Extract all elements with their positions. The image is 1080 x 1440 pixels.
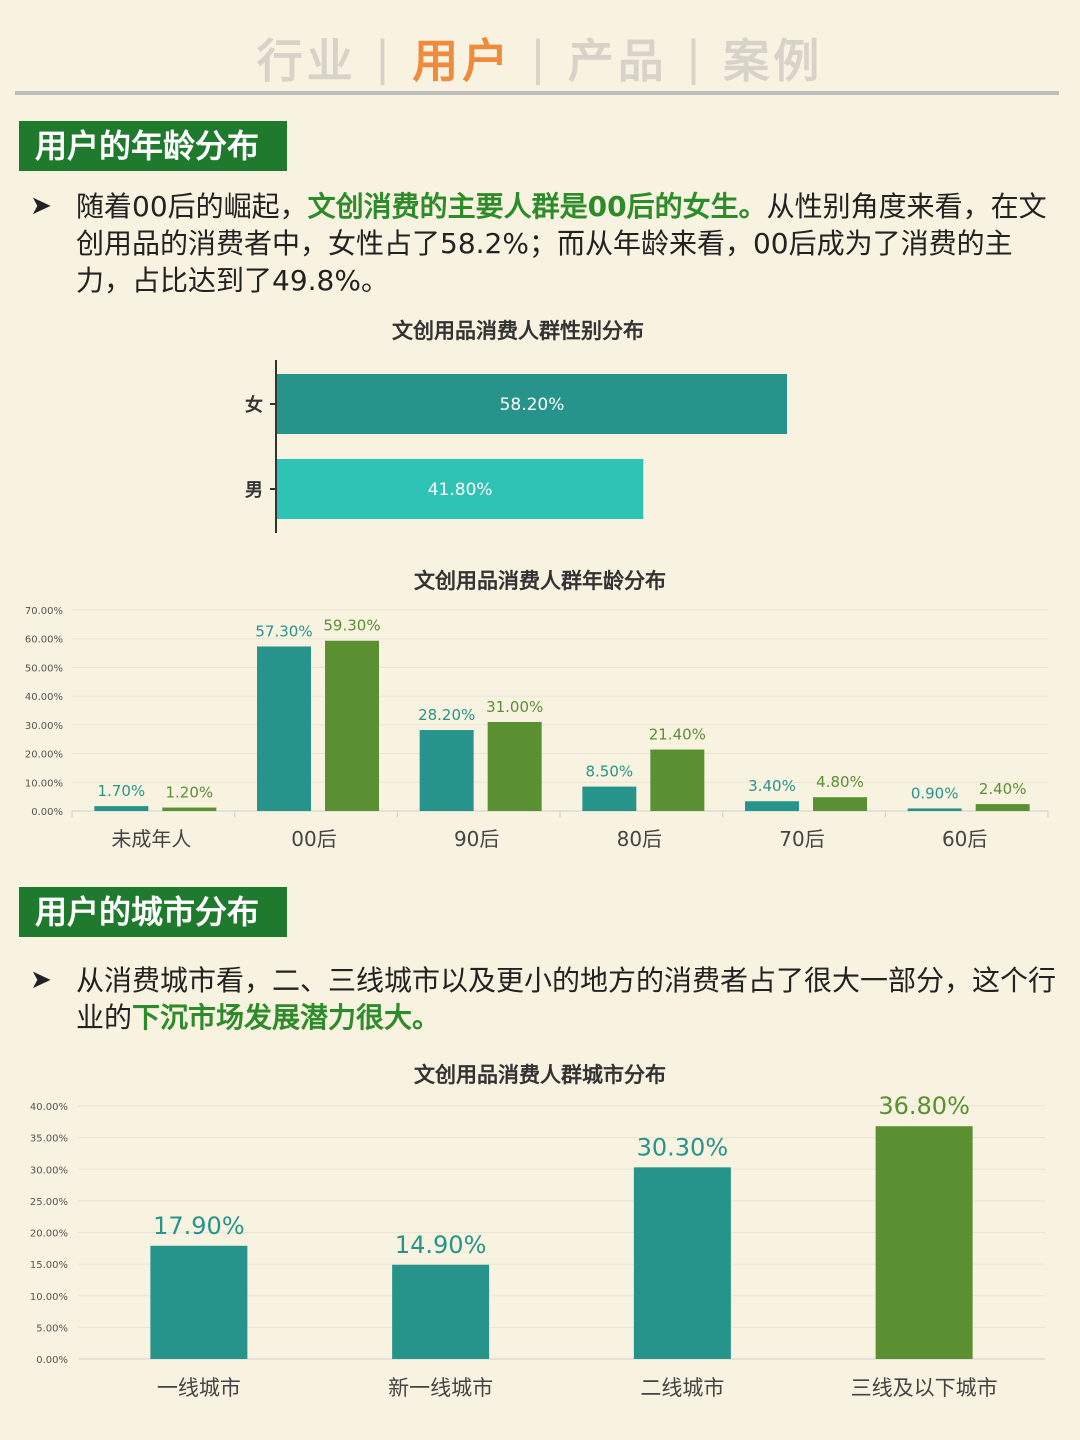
bar [150,1245,248,1359]
nav-separator: | [374,31,395,85]
bar [277,374,787,434]
x-tick-label: 70后 [779,827,824,851]
y-tick-label: 0.00% [36,1355,68,1366]
chart-title: 文创用品消费人群城市分布 [414,1063,666,1087]
top-nav: 行业 | 用户 | 产品 | 案例 [0,28,1080,88]
x-tick-label: 90后 [454,827,499,851]
section1-text-before: 随着00后的崛起， [76,190,308,223]
bar [582,786,637,811]
data-label: 30.30% [637,1133,729,1161]
chart-title: 文创用品消费人群年龄分布 [414,569,666,593]
y-tick-label: 30.00% [25,721,63,732]
y-tick-label: 70.00% [25,606,63,617]
data-label: 8.50% [586,763,634,781]
y-tick-label: 5.00% [36,1323,68,1334]
tab-products[interactable]: 产品 [567,34,668,88]
bar [745,801,799,811]
nav-divider [15,91,1059,95]
x-tick-label: 一线城市 [157,1376,241,1400]
data-label: 59.30% [323,617,380,635]
y-tick-label: 0.00% [31,807,63,818]
bar [487,721,542,811]
bar [392,1264,490,1359]
bullet-arrow-icon: ➤ [30,965,52,995]
nav-separator: | [530,31,550,85]
bar [162,807,217,811]
data-label: 3.40% [748,777,796,795]
x-tick-label: 80后 [617,827,662,851]
y-tick-label: 25.00% [30,1197,68,1208]
data-label: 17.90% [153,1212,245,1240]
data-label: 14.90% [395,1231,487,1259]
data-label: 58.20% [500,395,565,415]
y-tick-label: 15.00% [30,1260,68,1271]
section2-highlight: 下沉市场发展潜力很大。 [132,1001,441,1034]
y-tick-label: 40.00% [25,692,63,703]
bar [907,808,962,811]
bar [419,730,474,811]
bar [257,646,311,811]
nav-separator: | [685,31,706,85]
y-tick-label: 50.00% [25,663,63,674]
section-title-age: 用户的年龄分布 [19,121,287,171]
y-tick-label: 10.00% [30,1292,68,1303]
bar [277,459,644,519]
data-label: 21.40% [649,726,706,744]
y-tick-label: 20.00% [30,1229,68,1240]
section1-paragraph: ➤ 随着00后的崛起，文创消费的主要人群是00后的女生。从性别角度来看，在文创用… [30,188,1060,299]
section-title-city: 用户的城市分布 [19,887,287,937]
city-chart: 文创用品消费人群城市分布 0.00% 5.00% 10.00% 15.00% 20.00%… [30,1063,1045,1400]
x-tick-label: 新一线城市 [388,1376,493,1400]
data-label: 41.80% [428,480,493,500]
bar [650,749,705,811]
y-tick-label: 60.00% [25,635,63,646]
section2-text-before: 从消费城市看，二、三线城市以及更小的地方的消费者占了很大一部分，这个行业的 [76,964,1057,1034]
y-tick-label: 40.00% [30,1102,68,1113]
bar [94,806,149,811]
tab-users[interactable]: 用户 [412,34,513,88]
bar [875,1126,973,1359]
y-tick-label: 10.00% [25,778,63,789]
data-label: 1.20% [166,784,214,802]
data-label: 1.70% [98,782,146,800]
x-tick-label: 未成年人 [111,827,191,851]
x-tick-label: 60后 [942,827,987,851]
section2-paragraph: ➤ 从消费城市看，二、三线城市以及更小的地方的消费者占了很大一部分，这个行业的下… [30,962,1060,1036]
category-label: 女 [245,394,263,416]
section1-highlight: 文创消费的主要人群是00后的女生。 [307,190,767,223]
x-tick-label: 二线城市 [640,1376,724,1400]
section1-text: 随着00后的崛起，文创消费的主要人群是00后的女生。从性别角度来看，在文创用品的… [76,188,1060,299]
data-label: 4.80% [816,773,864,791]
bullet-arrow-icon: ➤ [30,191,52,221]
tab-cases[interactable]: 案例 [723,34,824,88]
data-label: 36.80% [878,1092,970,1120]
bar [813,797,867,811]
data-label: 57.30% [255,622,312,640]
x-tick-label: 00后 [291,827,336,851]
section2-text: 从消费城市看，二、三线城市以及更小的地方的消费者占了很大一部分，这个行业的下沉市… [76,962,1060,1036]
section1-text-after: 从性别角度来看，在文创用品的消费者中，女性占了58.2%；而从年龄来看，00后成… [76,190,1047,297]
bar [633,1167,731,1359]
age-chart: 文创用品消费人群年龄分布 0.00% 10.00% 20.00% 30.00% 40.00… [25,569,1049,851]
data-label: 28.20% [418,706,475,724]
chart-title: 文创用品消费人群性别分布 [392,319,644,343]
data-label: 2.40% [979,780,1027,798]
bar [325,640,379,811]
data-label: 31.00% [486,698,543,716]
bar [975,804,1030,811]
y-tick-label: 20.00% [25,750,63,761]
tab-industry[interactable]: 行业 [256,34,357,88]
category-label: 男 [245,480,263,501]
data-label: 0.90% [911,784,959,802]
y-tick-label: 30.00% [30,1165,68,1176]
x-tick-label: 三线及以下城市 [851,1376,998,1400]
y-tick-label: 35.00% [30,1134,68,1145]
